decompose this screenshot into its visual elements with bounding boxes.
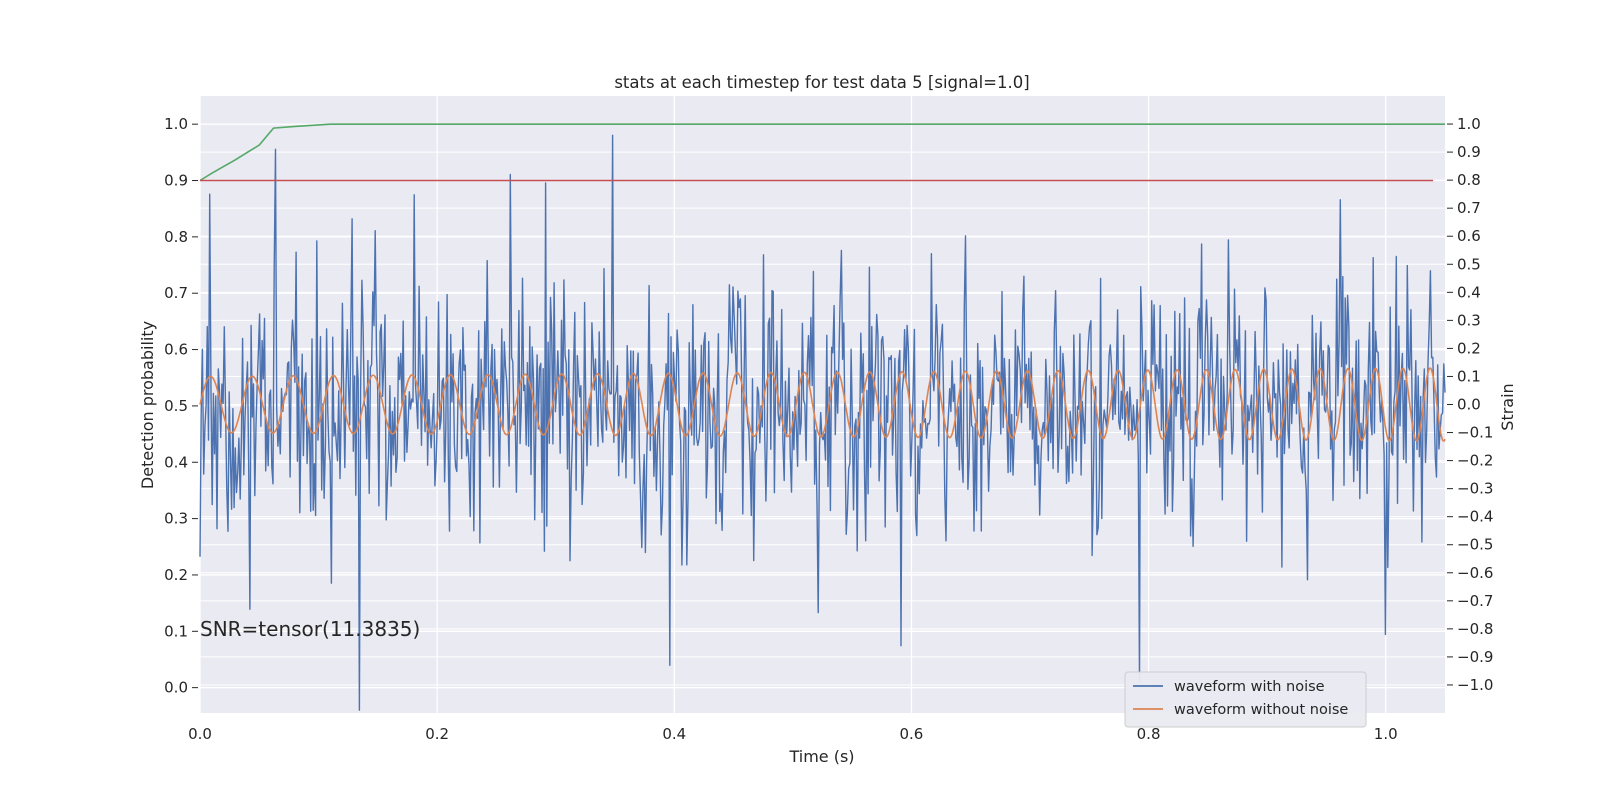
y-right-tick-label: −1.0	[1457, 676, 1493, 694]
y-tick-label: 0.5	[164, 397, 188, 415]
y-right-tick-label: 0.1	[1457, 367, 1481, 385]
y-right-tick-label: −0.9	[1457, 648, 1493, 666]
y-tick-label: 0.9	[164, 172, 188, 190]
y-right-tick-label: −0.8	[1457, 620, 1493, 638]
y-right-tick-label: −0.6	[1457, 564, 1493, 582]
y-tick-label: 0.0	[164, 679, 188, 697]
y-right-tick-label: −0.4	[1457, 508, 1493, 526]
y-right-tick-label: 0.4	[1457, 283, 1481, 301]
chart-title: stats at each timestep for test data 5 […	[614, 73, 1029, 92]
y-right-tick-label: 0.6	[1457, 227, 1481, 245]
y-right-tick-label: 0.0	[1457, 396, 1481, 414]
series-waveform-with-noise	[199, 134, 1446, 711]
y-tick-label: 0.6	[164, 341, 188, 359]
y-right-tick-label: 0.7	[1457, 199, 1481, 217]
y-right-tick-label: 1.0	[1457, 115, 1481, 133]
snr-annotation: SNR=tensor(11.3835)	[200, 617, 420, 641]
y-right-tick-label: 0.3	[1457, 311, 1481, 329]
series-detection-probability	[199, 123, 1445, 182]
y-axis-label: Detection probability	[138, 321, 157, 489]
x-tick-label: 0.2	[425, 725, 449, 743]
y-right-tick-label: 0.5	[1457, 255, 1481, 273]
y-tick-label: 0.4	[164, 453, 188, 471]
y-tick-label: 0.2	[164, 566, 188, 584]
y-right-tick-label: −0.5	[1457, 536, 1493, 554]
x-tick-label: 0.0	[188, 725, 212, 743]
y-right-tick-label: 0.9	[1457, 143, 1481, 161]
y-tick-label: 0.3	[164, 510, 188, 528]
legend-box	[1124, 671, 1367, 728]
y-right-tick-label: −0.2	[1457, 452, 1493, 470]
y-right-tick-label: −0.1	[1457, 424, 1493, 442]
y-tick-label: 0.7	[164, 284, 188, 302]
y-right-tick-label: −0.7	[1457, 592, 1493, 610]
x-tick-label: 1.0	[1374, 725, 1398, 743]
y-right-tick-label: 0.8	[1457, 171, 1481, 189]
legend-label-clean: waveform without noise	[1174, 702, 1348, 718]
x-tick-label: 0.6	[899, 725, 923, 743]
x-axis-label: Time (s)	[788, 747, 854, 766]
ticks-layer: 0.0 0.2 0.4 0.6 0.8 1.0 0.0 0.1 0.2 0.3 0.4 0.5 0.6 0…	[164, 115, 1493, 743]
legend-label-noise: waveform with noise	[1174, 679, 1325, 695]
x-tick-label: 0.8	[1137, 725, 1161, 743]
y-right-tick-label: 0.2	[1457, 339, 1481, 357]
y-axis-label-right: Strain	[1498, 383, 1517, 430]
y-right-tick-label: −0.3	[1457, 480, 1493, 498]
y-tick-label: 0.8	[164, 228, 188, 246]
x-tick-label: 0.4	[662, 725, 686, 743]
series-layer	[199, 123, 1446, 711]
series-waveform-without-noise	[199, 367, 1446, 442]
y-tick-label: 0.1	[164, 622, 188, 640]
y-tick-label: 1.0	[164, 115, 188, 133]
legend: waveform with noise waveform without noi…	[1124, 671, 1367, 728]
